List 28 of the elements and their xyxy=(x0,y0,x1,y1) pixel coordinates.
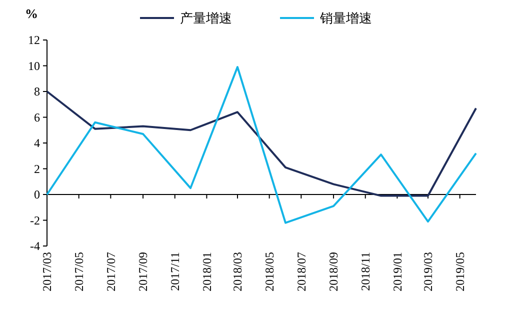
x-tick-label: 2019/05 xyxy=(453,252,468,292)
y-tick-label: 6 xyxy=(34,110,40,124)
x-tick-label: 2017/07 xyxy=(104,252,118,292)
legend-label: 产量增速 xyxy=(180,12,232,27)
x-tick-label: 2017/09 xyxy=(136,252,150,292)
legend-label: 销量增速 xyxy=(319,12,372,27)
y-tick-label: 10 xyxy=(28,58,40,73)
y-tick-label: 4 xyxy=(34,136,40,150)
line-series xyxy=(46,66,477,224)
x-tick-label: 2018/09 xyxy=(326,252,341,292)
y-tick-label: -2 xyxy=(30,213,40,228)
y-tick-label: 0 xyxy=(34,188,40,202)
y-tick-label: 12 xyxy=(28,33,40,48)
x-tick-label: 2019/03 xyxy=(421,252,436,292)
x-tick-label: 2017/05 xyxy=(72,252,86,292)
y-tick-label: 2 xyxy=(34,162,40,176)
y-tick-label: 8 xyxy=(34,84,40,99)
x-tick-label: 2019/01 xyxy=(390,252,404,292)
x-tick-label: 2018/05 xyxy=(262,252,277,292)
x-tick-label: 2018/01 xyxy=(200,252,214,292)
x-tick-label: 2017/11 xyxy=(168,252,182,291)
x-tick-label: 2018/03 xyxy=(230,252,245,292)
line-series xyxy=(46,90,477,197)
y-axis-title: % xyxy=(25,6,38,21)
x-tick-label: 2017/03 xyxy=(40,252,54,292)
x-tick-label: 2018/07 xyxy=(294,252,308,292)
x-tick-label: 2018/11 xyxy=(358,252,373,291)
y-tick-label: -4 xyxy=(30,239,40,254)
